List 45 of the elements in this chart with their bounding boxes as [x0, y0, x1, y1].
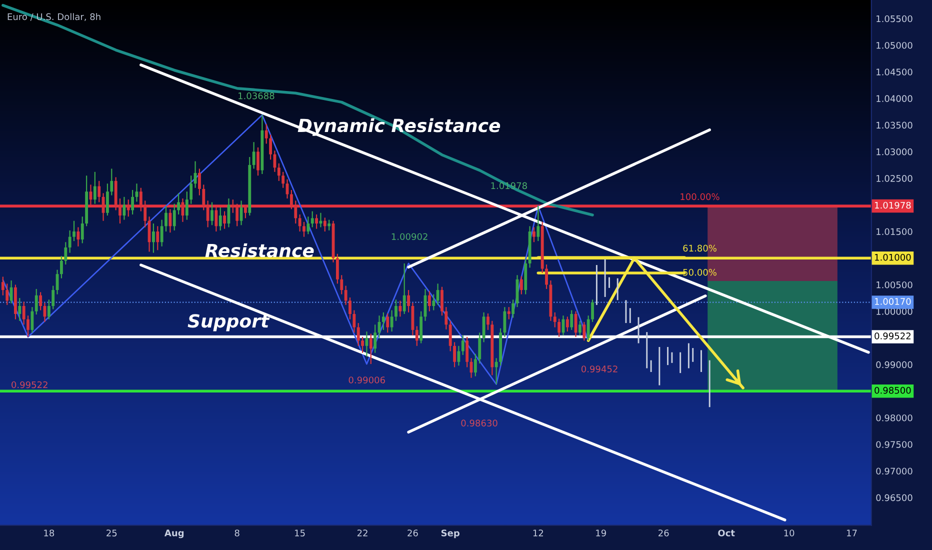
x-tick-label: Aug — [164, 530, 184, 538]
x-tick-label: 18 — [44, 530, 54, 536]
annotation: 100.00% — [680, 193, 720, 200]
annotation: 1.03688 — [238, 92, 274, 100]
x-tick-label: Oct — [718, 530, 735, 536]
y-tick-label: 1.02500 — [876, 175, 912, 182]
x-tick-label: 15 — [295, 530, 305, 536]
x-tick-label: 10 — [784, 530, 794, 536]
ref-line-label: 1.01000 — [875, 254, 911, 261]
annotation: 0.98630 — [461, 420, 498, 426]
x-tick-label: 22 — [357, 530, 368, 536]
y-tick-label: 0.99000 — [876, 361, 912, 368]
annotation: 61.80% — [683, 244, 716, 252]
annotation: 0.99452 — [581, 366, 618, 372]
x-tick-label: 12 — [533, 530, 543, 536]
y-tick-label: 1.03000 — [876, 148, 912, 156]
y-tick-label: 0.97000 — [876, 468, 912, 475]
y-tick-label: 1.00500 — [876, 281, 912, 288]
ref-line-label: 0.99522 — [874, 332, 910, 340]
x-tick-label: Sep — [441, 530, 460, 538]
x-tick-label: 25 — [106, 530, 117, 536]
y-tick-label: 1.04000 — [876, 95, 912, 102]
x-tick-label: 17 — [847, 530, 857, 536]
ref-line-label: 0.98500 — [874, 386, 911, 394]
y-tick-label: 0.97500 — [876, 441, 912, 448]
ref-line-label: 1.01978 — [875, 202, 911, 209]
y-tick-label: 1.03500 — [876, 122, 912, 129]
x-tick-label: 26 — [658, 530, 669, 536]
annotation: Dynamic Resistance — [298, 118, 500, 136]
x-tick-label: 8 — [234, 530, 240, 536]
y-tick-label: 1.05000 — [876, 42, 912, 49]
x-tick-label: 26 — [408, 530, 418, 536]
y-tick-label: 1.05500 — [876, 15, 912, 22]
annotation: Support — [188, 314, 270, 332]
y-tick-label: 1.04500 — [876, 68, 912, 76]
annotation: 0.99522 — [12, 381, 48, 388]
y-tick-label: 1.01500 — [876, 228, 912, 236]
annotation: 50.00% — [683, 268, 716, 276]
y-tick-label: 0.96500 — [876, 494, 912, 502]
annotation: Resistance — [205, 243, 314, 258]
annotation: 0.99006 — [348, 376, 385, 384]
y-tick-label: 0.98000 — [876, 414, 912, 422]
x-tick-label: 19 — [596, 530, 606, 536]
ref-line-label: 1.00170 — [875, 298, 911, 305]
annotation: 1.00902 — [392, 233, 428, 240]
